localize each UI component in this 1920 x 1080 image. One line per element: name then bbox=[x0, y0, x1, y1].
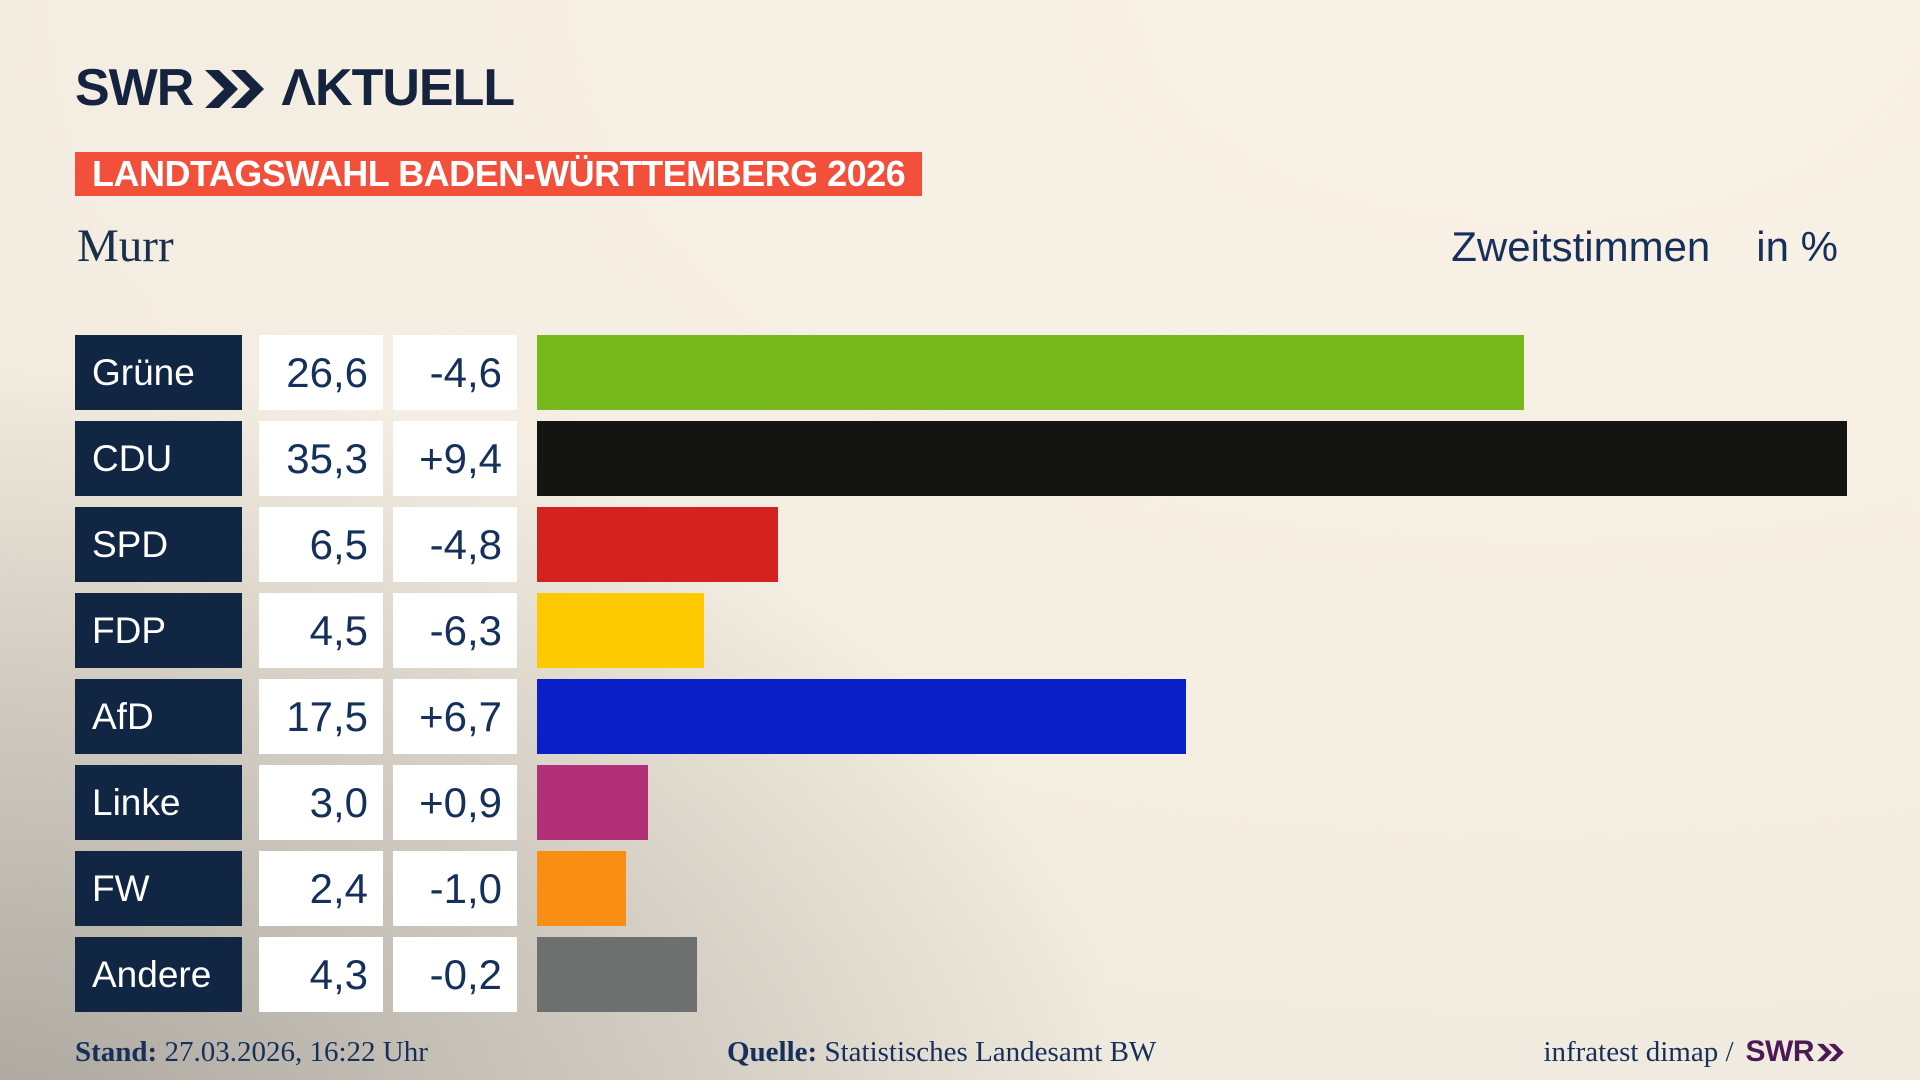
party-label: Linke bbox=[75, 765, 242, 840]
chart-title: Zweitstimmen in % bbox=[1451, 222, 1838, 272]
credit-text: infratest dimap / bbox=[1543, 1036, 1734, 1068]
stand-info: Stand: 27.03.2026, 16:22 Uhr bbox=[75, 1031, 428, 1073]
page-title: Murr bbox=[77, 220, 174, 272]
change-cell: -0,2 bbox=[393, 937, 517, 1012]
party-label: FDP bbox=[75, 593, 242, 668]
table-row: SPD 6,5 -4,8 bbox=[75, 507, 1875, 582]
party-label: SPD bbox=[75, 507, 242, 582]
source-info: Quelle: Statistisches Landesamt BW bbox=[727, 1031, 1156, 1073]
stand-value: 27.03.2026, 16:22 Uhr bbox=[164, 1036, 428, 1068]
credit-info: infratest dimap / SWR bbox=[1543, 1031, 1845, 1073]
value-cell: 4,5 bbox=[259, 593, 383, 668]
result-bar bbox=[537, 593, 704, 668]
value-cell: 2,4 bbox=[259, 851, 383, 926]
source-value: Statistisches Landesamt BW bbox=[824, 1036, 1157, 1068]
source-label: Quelle: bbox=[727, 1036, 818, 1068]
swr-wordmark: SWR bbox=[75, 59, 194, 117]
change-cell: +0,9 bbox=[393, 765, 517, 840]
change-cell: -6,3 bbox=[393, 593, 517, 668]
change-cell: -4,8 bbox=[393, 507, 517, 582]
change-cell: +9,4 bbox=[393, 421, 517, 496]
result-bar bbox=[537, 335, 1524, 410]
double-chevron-icon bbox=[205, 70, 265, 108]
table-row: Linke 3,0 +0,9 bbox=[75, 765, 1875, 840]
chart-title-unit: in % bbox=[1756, 223, 1838, 270]
value-cell: 17,5 bbox=[259, 679, 383, 754]
party-label: FW bbox=[75, 851, 242, 926]
result-bar bbox=[537, 679, 1186, 754]
table-row: AfD 17,5 +6,7 bbox=[75, 679, 1875, 754]
party-label: CDU bbox=[75, 421, 242, 496]
result-bar bbox=[537, 507, 778, 582]
stand-label: Stand: bbox=[75, 1036, 158, 1068]
party-label: Andere bbox=[75, 937, 242, 1012]
election-banner: LANDTAGSWAHL BADEN-WÜRTTEMBERG 2026 bbox=[75, 152, 923, 196]
table-row: Andere 4,3 -0,2 bbox=[75, 937, 1875, 1012]
value-cell: 4,3 bbox=[259, 937, 383, 1012]
result-bar bbox=[537, 937, 697, 1012]
value-cell: 6,5 bbox=[259, 507, 383, 582]
value-cell: 3,0 bbox=[259, 765, 383, 840]
value-cell: 26,6 bbox=[259, 335, 383, 410]
result-bar bbox=[537, 851, 626, 926]
aktuell-wordmark: ΛKTUELL bbox=[281, 59, 515, 117]
result-bar bbox=[537, 765, 648, 840]
table-row: Grüne 26,6 -4,6 bbox=[75, 335, 1875, 410]
swr-footer-wordmark: SWR bbox=[1745, 1035, 1815, 1068]
table-row: FDP 4,5 -6,3 bbox=[75, 593, 1875, 668]
party-label: AfD bbox=[75, 679, 242, 754]
results-table: Grüne 26,6 -4,6 CDU 35,3 +9,4 SPD 6,5 -4… bbox=[75, 335, 1875, 1023]
change-cell: -1,0 bbox=[393, 851, 517, 926]
double-chevron-icon bbox=[1817, 1043, 1844, 1061]
value-cell: 35,3 bbox=[259, 421, 383, 496]
footer: Stand: 27.03.2026, 16:22 Uhr Quelle: Sta… bbox=[0, 1031, 1920, 1073]
result-bar bbox=[537, 421, 1847, 496]
change-cell: -4,6 bbox=[393, 335, 517, 410]
table-row: FW 2,4 -1,0 bbox=[75, 851, 1875, 926]
chart-title-label: Zweitstimmen bbox=[1451, 223, 1711, 270]
swr-aktuell-logo: SWR ΛKTUELL bbox=[75, 59, 515, 117]
party-label: Grüne bbox=[75, 335, 242, 410]
table-row: CDU 35,3 +9,4 bbox=[75, 421, 1875, 496]
change-cell: +6,7 bbox=[393, 679, 517, 754]
